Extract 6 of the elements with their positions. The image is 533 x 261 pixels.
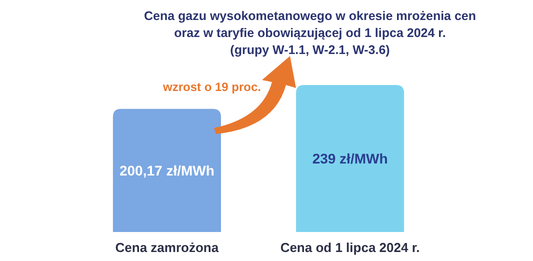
x-tick-label: Cena od 1 lipca 2024 r.	[280, 240, 420, 255]
chart-title: Cena gazu wysokometanowego w okresie mrożenia cen oraz w taryfie obowiązującej od 1 lipca 2024 r. (grupy W-1.1, W-2.1, W-3.6)	[144, 9, 476, 57]
data-label: 200,17 zł/MWh	[119, 162, 214, 178]
annotation: wzrost o 19 proc.	[162, 80, 262, 94]
data-label: 239 zł/MWh	[312, 150, 388, 166]
x-tick-label: Cena zamrożona	[115, 240, 220, 255]
